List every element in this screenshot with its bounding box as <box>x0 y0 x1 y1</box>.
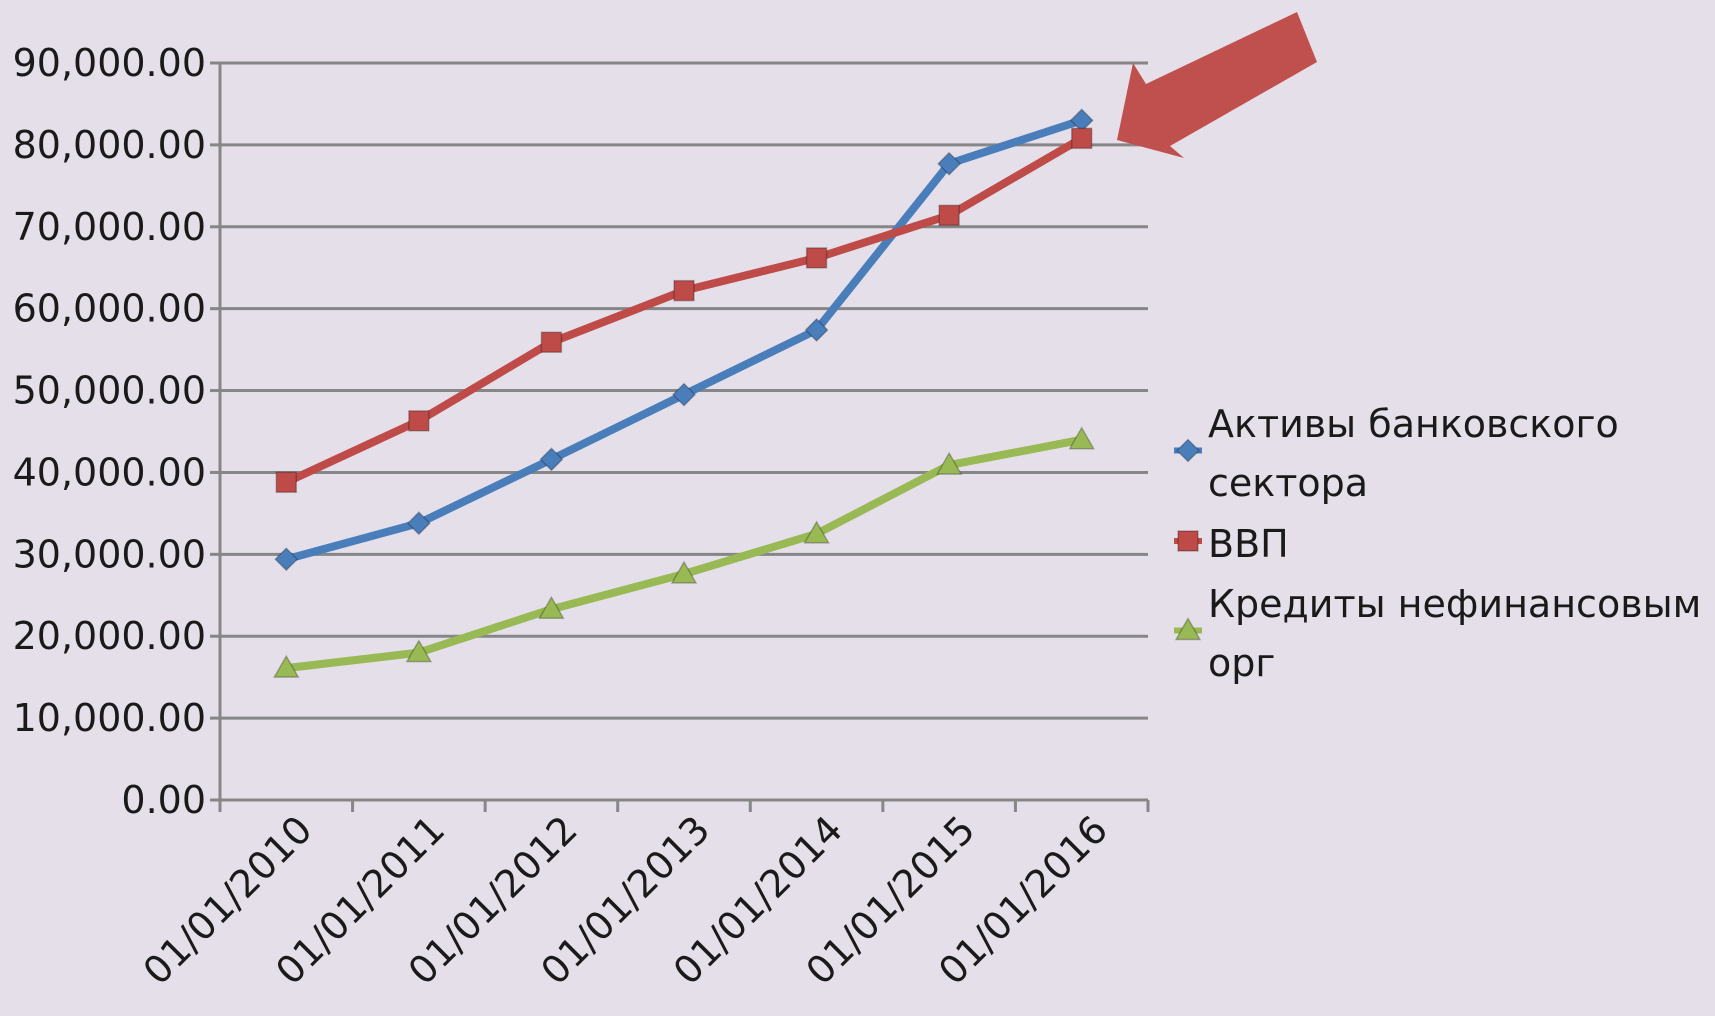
y-tick-label: 60,000.00 <box>13 287 206 331</box>
annotation-arrow <box>1117 12 1317 158</box>
series-line-1 <box>282 116 1086 564</box>
series-2-point <box>1070 127 1093 150</box>
series-3-point <box>272 654 300 678</box>
series-3-point <box>670 560 698 584</box>
series-1-point <box>406 511 431 536</box>
series-2-point <box>540 331 563 353</box>
y-tick-label: 0.00 <box>121 778 206 822</box>
series-2-point <box>408 410 430 432</box>
y-tick-label: 20,000.00 <box>13 614 206 658</box>
y-tick-label: 10,000.00 <box>13 696 206 740</box>
legend-label-1: Активы банковского <box>1208 402 1619 446</box>
series-1-point <box>937 151 962 176</box>
y-tick-label: 40,000.00 <box>13 450 206 494</box>
series-2-point <box>938 204 960 227</box>
series-1-point <box>539 447 564 472</box>
legend-marker-1 <box>1175 438 1201 463</box>
series-3-point <box>803 520 830 544</box>
y-tick-label: 90,000.00 <box>13 41 206 85</box>
series-lines <box>272 108 1096 678</box>
legend-marker-2 <box>1177 530 1199 552</box>
axes: 0.00 10,000.00 20,000.00 30,000.00 40,000.00… <box>13 41 1150 993</box>
annotation-arrow-shape <box>1117 12 1317 158</box>
legend-label-1: сектора <box>1208 461 1368 505</box>
series-3-point <box>1068 426 1096 450</box>
series-1-point <box>274 547 299 572</box>
series-1-point <box>671 382 697 407</box>
legend-marker-3 <box>1174 616 1202 641</box>
series-3-point <box>405 639 433 663</box>
legend-label-3: Кредиты нефинансовым <box>1208 582 1701 626</box>
legend-label-3: орг <box>1208 641 1275 685</box>
y-tick-label: 50,000.00 <box>13 369 206 413</box>
legend-label-2: ВВП <box>1208 522 1289 566</box>
y-tick-label: 80,000.00 <box>13 123 206 167</box>
y-tick-label: 70,000.00 <box>13 205 206 249</box>
series-1-point <box>804 317 829 343</box>
series-2-point <box>805 247 828 269</box>
y-tick-label: 30,000.00 <box>13 532 206 576</box>
series-2-point <box>673 279 695 302</box>
series-line-2 <box>282 134 1086 487</box>
series-3-point <box>935 451 963 475</box>
series-3-point <box>538 595 565 619</box>
legend: Активы банковского сектора ВВП Кредиты нефи… <box>1174 402 1701 685</box>
series-2-point <box>275 471 298 494</box>
